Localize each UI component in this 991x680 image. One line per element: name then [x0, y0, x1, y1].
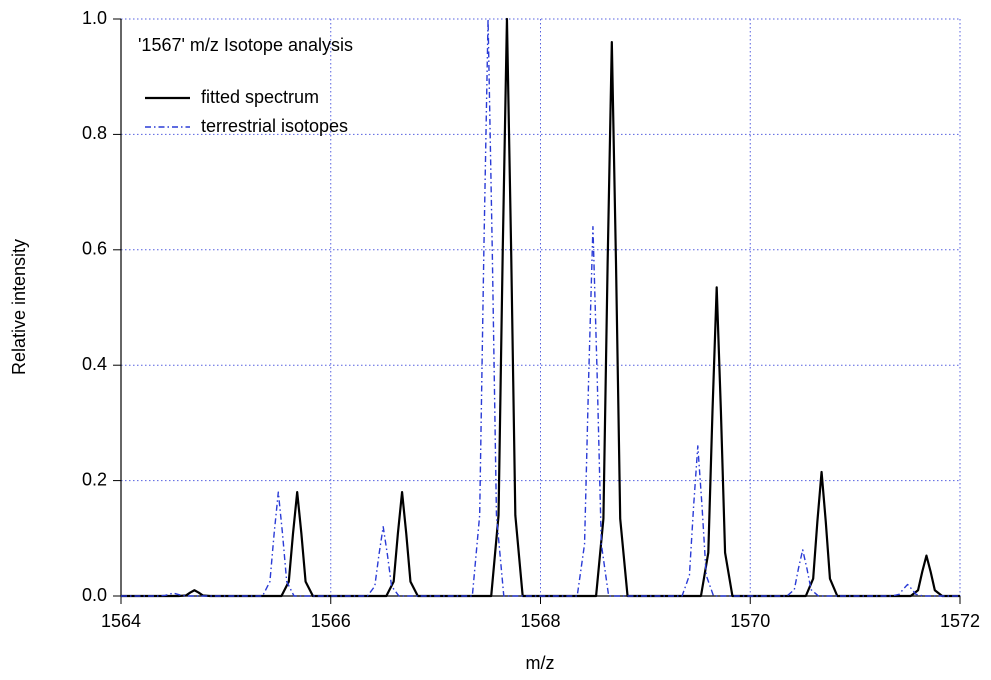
y-tick-label: 1.0: [82, 8, 107, 28]
x-tick-label: 1566: [311, 611, 351, 631]
x-tick-label: 1570: [730, 611, 770, 631]
y-tick-label: 0.8: [82, 123, 107, 143]
series-line: [121, 17, 960, 598]
legend-label: terrestrial isotopes: [201, 116, 348, 136]
y-tick-label: 0.6: [82, 239, 107, 259]
x-axis-label: m/z: [526, 653, 555, 673]
y-tick-label: 0.4: [82, 354, 107, 374]
annotation: '1567' m/z Isotope analysis: [138, 35, 353, 55]
y-axis-label: Relative intensity: [9, 239, 29, 375]
x-tick-label: 1572: [940, 611, 980, 631]
x-tick-label: 1568: [520, 611, 560, 631]
y-tick-label: 0.2: [82, 469, 107, 489]
y-tick-label: 0.0: [82, 585, 107, 605]
series-line: [121, 18, 960, 597]
legend-label: fitted spectrum: [201, 87, 319, 107]
x-tick-label: 1564: [101, 611, 141, 631]
